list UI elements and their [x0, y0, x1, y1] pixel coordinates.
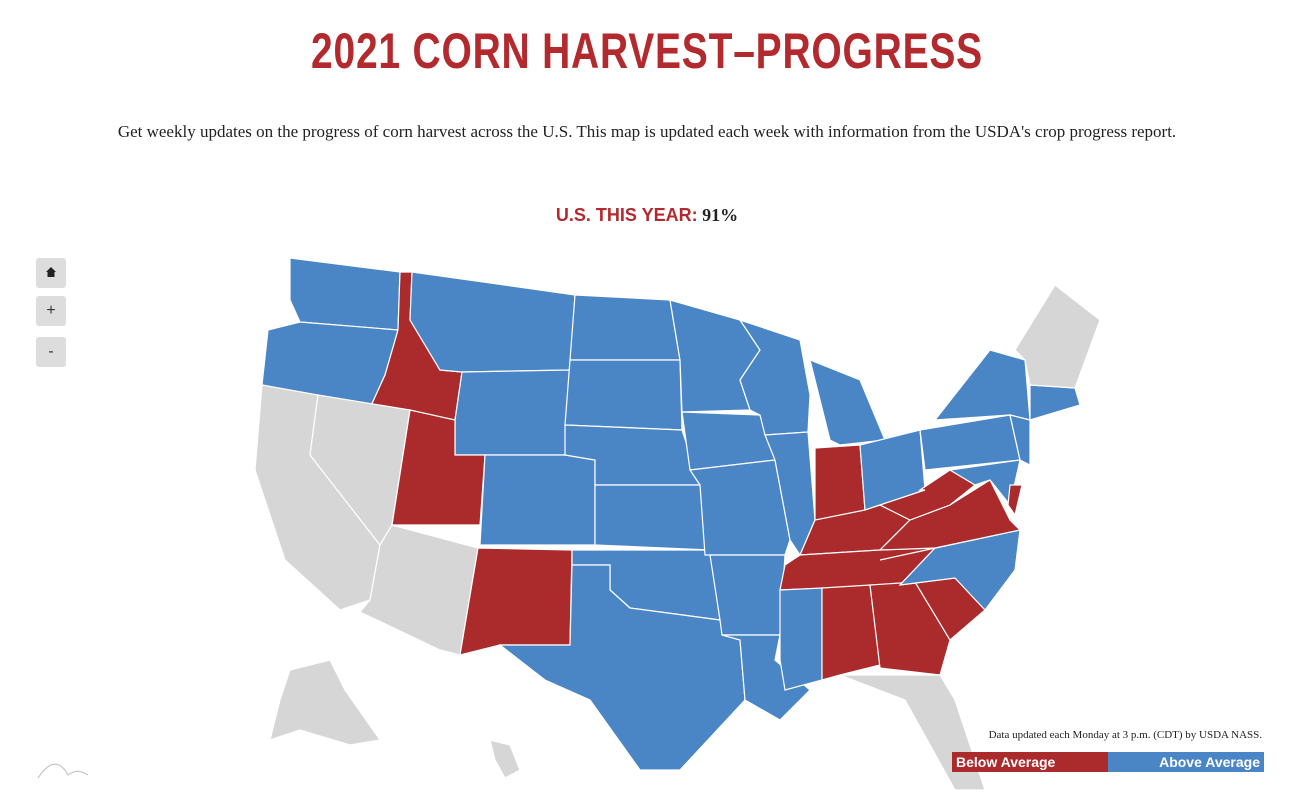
state — [839, 674, 986, 791]
state — [489, 739, 521, 779]
stat: U.S. THIS YEAR: 91% — [0, 205, 1294, 226]
state — [809, 359, 886, 446]
legend: Below Average Above Average — [952, 752, 1264, 772]
state — [479, 454, 596, 546]
zoom-out[interactable]: - — [36, 337, 66, 367]
title: 2021 CORN HARVEST–PROGRESS — [311, 23, 983, 79]
state — [688, 459, 791, 556]
state — [738, 318, 811, 436]
state — [879, 529, 1021, 611]
state — [948, 459, 1021, 507]
note: Data updated each Monday at 3 p.m. (CDT)… — [988, 729, 1262, 741]
state — [821, 584, 881, 681]
state — [721, 634, 811, 721]
state — [933, 349, 1031, 421]
state — [564, 359, 683, 431]
state — [1029, 384, 1081, 421]
legend-item: Above Average — [1108, 752, 1264, 772]
states — [254, 257, 1101, 791]
state — [1007, 484, 1023, 517]
state — [269, 659, 382, 746]
state — [594, 484, 711, 551]
state — [459, 547, 573, 656]
state — [569, 294, 681, 361]
state — [1014, 284, 1101, 389]
state — [454, 369, 571, 456]
zoom-in[interactable]: + — [36, 296, 66, 326]
state — [1009, 414, 1031, 466]
home-icon — [46, 267, 56, 277]
stat-value: 91% — [702, 205, 739, 225]
state — [498, 564, 746, 771]
scale-icon — [37, 763, 89, 779]
legend-item: Below Average — [952, 752, 1108, 772]
description: Get weekly updates on the progress of co… — [117, 122, 1177, 141]
state — [409, 271, 576, 373]
home-button[interactable] — [36, 258, 66, 288]
state — [779, 587, 823, 691]
stat-label: U.S. THIS YEAR: — [555, 205, 698, 225]
state — [709, 554, 786, 636]
state — [289, 257, 401, 331]
